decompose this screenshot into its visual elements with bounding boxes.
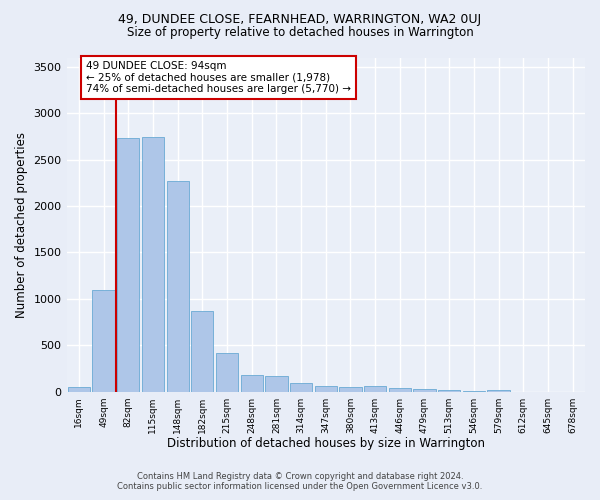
Text: Size of property relative to detached houses in Warrington: Size of property relative to detached ho… (127, 26, 473, 39)
Text: 49 DUNDEE CLOSE: 94sqm
← 25% of detached houses are smaller (1,978)
74% of semi-: 49 DUNDEE CLOSE: 94sqm ← 25% of detached… (86, 61, 351, 94)
Bar (92, 290, 115, 392)
Bar (290, 383, 312, 392)
Bar (413, 390, 436, 392)
Bar (216, 353, 238, 392)
Bar (117, 138, 139, 392)
X-axis label: Distribution of detached houses by size in Warrington: Distribution of detached houses by size … (167, 437, 485, 450)
Text: Contains HM Land Registry data © Crown copyright and database right 2024.
Contai: Contains HM Land Registry data © Crown c… (118, 472, 482, 491)
Bar (265, 376, 287, 392)
Bar (167, 181, 189, 392)
Bar (487, 390, 510, 392)
Bar (314, 386, 337, 392)
Bar (389, 388, 411, 392)
Bar (142, 138, 164, 392)
Bar (191, 311, 214, 392)
Bar (68, 387, 90, 392)
Bar (241, 376, 263, 392)
Text: 49, DUNDEE CLOSE, FEARNHEAD, WARRINGTON, WA2 0UJ: 49, DUNDEE CLOSE, FEARNHEAD, WARRINGTON,… (118, 12, 482, 26)
Bar (438, 390, 460, 392)
Bar (364, 386, 386, 392)
Bar (340, 387, 362, 392)
Y-axis label: Number of detached properties: Number of detached properties (15, 132, 28, 318)
